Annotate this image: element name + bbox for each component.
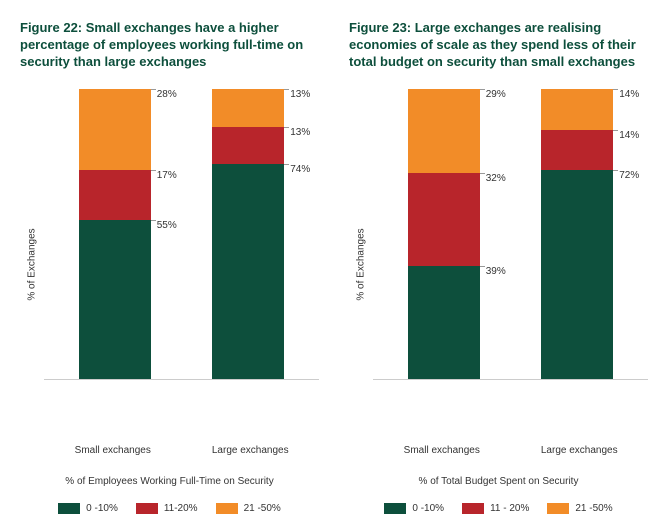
bar-large-exchanges: 74% 13% 13% [203,89,293,379]
legend-item-low: 0 -10% [384,503,444,514]
segment-mid: 17% [79,170,151,219]
x-axis-label: % of Employees Working Full-Time on Secu… [20,476,319,487]
x-category: Small exchanges [68,445,158,456]
swatch-low [384,503,406,514]
swatch-high [216,503,238,514]
segment-label: 14% [619,89,639,100]
segment-label: 28% [157,89,177,100]
chart-title: Figure 23: Large exchanges are realising… [349,20,648,72]
segment-label: 39% [486,266,506,277]
legend-label: 0 -10% [412,503,444,514]
segment-mid: 13% [212,127,284,165]
segment-mid: 32% [408,173,480,266]
segment-mid: 14% [541,130,613,171]
segment-high: 14% [541,89,613,130]
plot-area: 39% 32% 29% 72% [373,90,648,380]
segment-label: 72% [619,170,639,181]
x-category: Large exchanges [534,445,624,456]
x-category: Small exchanges [397,445,487,456]
x-axis: Small exchanges Large exchanges [44,445,319,456]
segment-label: 32% [486,173,506,184]
legend-item-high: 21 -50% [216,503,281,514]
legend-label: 11-20% [164,503,198,514]
swatch-mid [462,503,484,514]
bar-small-exchanges: 55% 17% 28% [70,89,160,379]
swatch-mid [136,503,158,514]
legend: 0 -10% 11-20% 21 -50% [20,503,319,514]
segment-high: 28% [79,89,151,170]
segment-low: 55% [79,220,151,380]
segment-high: 29% [408,89,480,173]
figure-23: Figure 23: Large exchanges are realising… [349,20,648,514]
segment-label: 13% [290,127,310,138]
x-axis-label: % of Total Budget Spent on Security [349,476,648,487]
segment-low: 39% [408,266,480,379]
legend-label: 21 -50% [244,503,281,514]
legend: 0 -10% 11 - 20% 21 -50% [349,503,648,514]
x-axis: Small exchanges Large exchanges [373,445,648,456]
segment-label: 17% [157,170,177,181]
chart-area: % of Exchanges 39% 32% 29% [349,90,648,439]
bar-small-exchanges: 39% 32% 29% [399,89,489,379]
legend-item-mid: 11 - 20% [462,503,529,514]
segment-label: 74% [290,164,310,175]
figure-22: Figure 22: Small exchanges have a higher… [20,20,319,514]
segment-low: 72% [541,170,613,379]
x-category: Large exchanges [205,445,295,456]
segment-label: 29% [486,89,506,100]
y-axis-label: % of Exchanges [356,228,367,300]
chart-area: % of Exchanges 55% 17% 28% [20,90,319,439]
y-axis-label: % of Exchanges [27,228,38,300]
legend-item-high: 21 -50% [547,503,612,514]
swatch-high [547,503,569,514]
legend-item-mid: 11-20% [136,503,198,514]
swatch-low [58,503,80,514]
legend-label: 0 -10% [86,503,118,514]
legend-item-low: 0 -10% [58,503,118,514]
chart-title: Figure 22: Small exchanges have a higher… [20,20,319,72]
bar-large-exchanges: 72% 14% 14% [532,89,622,379]
legend-label: 11 - 20% [490,503,529,514]
legend-label: 21 -50% [575,503,612,514]
segment-label: 55% [157,220,177,231]
segment-high: 13% [212,89,284,127]
segment-label: 13% [290,89,310,100]
plot-area: 55% 17% 28% 74% [44,90,319,380]
segment-label: 14% [619,130,639,141]
segment-low: 74% [212,164,284,379]
